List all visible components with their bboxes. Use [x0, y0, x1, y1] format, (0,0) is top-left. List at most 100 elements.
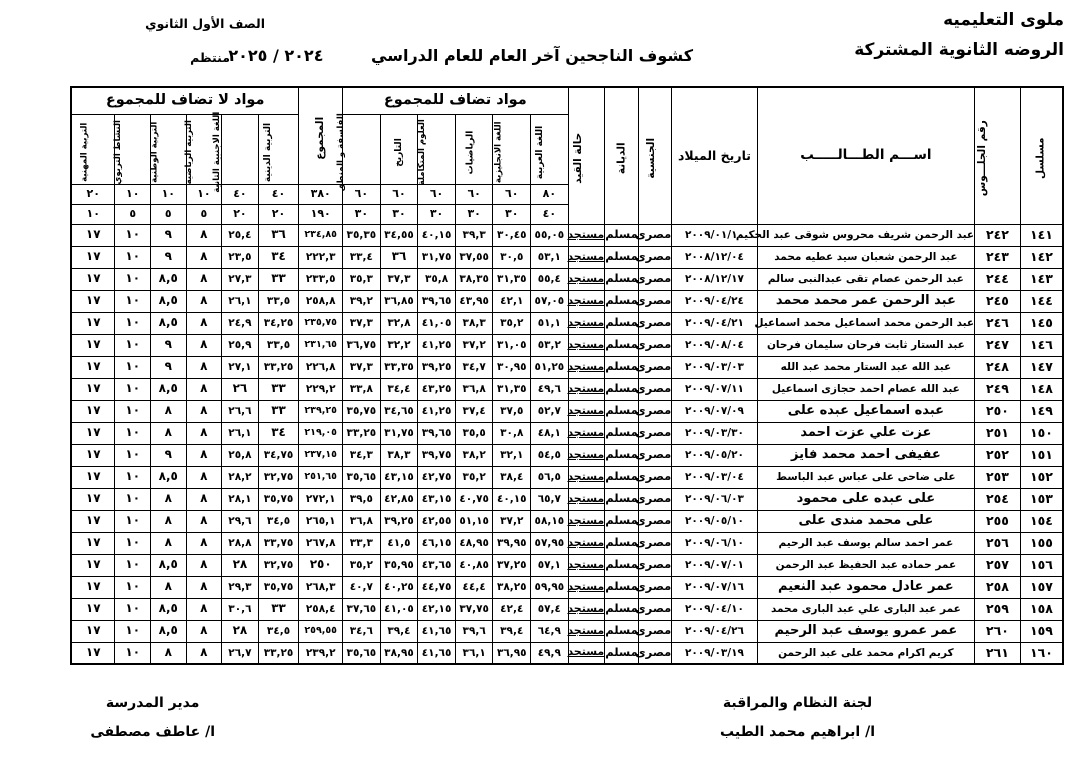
second-language-score: ٢٨,١: [221, 487, 259, 511]
religious-ed-score: ٣٣,٧٥: [257, 531, 300, 555]
student-row: ١٤١ ٢٤٢ عبد الرحمن شريف محروس شوقى عبد الح…: [70, 223, 1064, 247]
science-score: ٤١,٢٥: [417, 399, 456, 423]
nationality: مصرى: [635, 531, 673, 555]
arabic-score: ٥٧,٠٥: [530, 289, 569, 313]
math-score: ٣٧,٤: [454, 399, 494, 423]
total-score: ٢٢٢,٣: [298, 245, 344, 269]
math-score: ٣٧,٧٥: [454, 597, 494, 621]
total-score: ٢٦٨,٣: [298, 575, 344, 599]
student-row: ١٥٤ ٢٥٥ على محمد مندى على ٢٠٠٩/٠٥/١٠ مصرى مسل…: [70, 509, 1064, 533]
enrollment-status: مستجد: [567, 311, 606, 335]
religion: مسلم: [604, 597, 639, 621]
nationality: مصرى: [635, 443, 673, 467]
religion: مسلم: [604, 355, 639, 379]
birth-date: ٢٠٠٨/١٢/١٧: [671, 267, 758, 291]
serial: ١٤٥: [1019, 311, 1064, 335]
english-score: ٣٢,١: [492, 443, 532, 467]
vocational-ed-score: ١٧: [70, 245, 116, 269]
seat-number: ٢٥٥: [974, 509, 1021, 533]
religious-ed-score: ٣٤: [257, 245, 300, 269]
history-score: ٣٨,٣: [379, 443, 419, 467]
physical-ed-score: ٨: [185, 333, 223, 357]
arabic-half-mark: ٤٠: [530, 203, 569, 225]
enrollment-status: مستجد: [567, 421, 606, 445]
serial: ١٥٤: [1019, 509, 1064, 533]
philosophy-score: ٣٥,٢: [342, 553, 381, 577]
activity-score: ١٠: [114, 487, 151, 511]
column-header-birth-date: تاريخ الميلاد: [671, 86, 758, 225]
physical-ed-score: ٨: [185, 619, 223, 643]
arabic-score: ٦٤,٩: [530, 619, 569, 643]
sheet-title-line: كشوف الناجحين آخر العام للعام الدراسي ٢٠…: [228, 46, 693, 65]
serial: ١٤٣: [1019, 267, 1064, 291]
vocational-ed-score: ١٧: [70, 223, 116, 247]
grade-label: الصف الأول الثانوي: [145, 16, 265, 31]
math-score: ٣٧,٢: [454, 333, 494, 357]
student-row: ١٥٧ ٢٥٨ عمر عادل محمود عبد النعيم ٢٠٠٩/٠٧/١…: [70, 575, 1064, 599]
enrollment-status: مستجد: [567, 355, 606, 379]
national-ed-score: ٨,٥: [150, 619, 187, 643]
history-score: ٤٢,٨٥: [379, 487, 419, 511]
science-score: ٤٣,٢٥: [417, 377, 456, 401]
birth-date: ٢٠٠٩/٠٤/٢١: [671, 311, 758, 335]
math-score: ٤٣,٩٥: [454, 289, 494, 313]
math-score: ٣٧,٥٥: [454, 245, 494, 269]
religious-ed-full-mark: ٤٠: [257, 183, 300, 205]
activity-score: ١٠: [114, 289, 151, 313]
student-name: عبد الرحمن عمر محمد محمد: [756, 289, 976, 313]
seat-number: ٢٥١: [974, 421, 1021, 445]
religion: مسلم: [604, 377, 639, 401]
student-name: عمر حماده عبد الحفيظ عبد الرحمن: [756, 553, 976, 577]
philosophy-score: ٣٤,٦: [342, 619, 381, 643]
total-score: ٢٣٣,٥: [298, 267, 344, 291]
history-score: ٣٤,٥٥: [379, 223, 419, 247]
english-score: ٣٠,٨: [492, 421, 532, 445]
arabic-score: ٥٨,١٥: [530, 509, 569, 533]
second-language-score: ٢٥,٤: [221, 223, 259, 247]
serial: ١٥٩: [1019, 619, 1064, 643]
english-half-mark: ٣٠: [492, 203, 532, 225]
enrollment-status: مستجد: [567, 377, 606, 401]
birth-date: ٢٠٠٩/٠٥/٢٠: [671, 443, 758, 467]
nationality: مصرى: [635, 421, 673, 445]
religious-ed-score: ٣٤: [257, 421, 300, 445]
nationality: مصرى: [635, 465, 673, 489]
math-score: ٤٤,٤: [454, 575, 494, 599]
religious-ed-score: ٣٤,٧٥: [257, 443, 300, 467]
math-full-mark: ٦٠: [454, 183, 494, 205]
math-score: ٣٨,٣: [454, 311, 494, 335]
science-score: ٣٩,٢٥: [417, 355, 456, 379]
activity-score: ١٠: [114, 421, 151, 445]
history-score: ٣٥,٩٥: [379, 553, 419, 577]
philosophy-score: ٣٦,٨: [342, 509, 381, 533]
science-score: ٤٣,١٥: [417, 487, 456, 511]
total-score: ٢٣٩,٢: [298, 641, 344, 665]
philosophy-score: ٣٤,٣: [342, 443, 381, 467]
seat-number: ٢٤٤: [974, 267, 1021, 291]
national-ed-score: ٨,٥: [150, 465, 187, 489]
vocational-ed-score: ١٧: [70, 355, 116, 379]
total-score: ٢٣٤,٨٥: [298, 223, 344, 247]
serial: ١٥٨: [1019, 597, 1064, 621]
enrollment-status: مستجد: [567, 553, 606, 577]
principal-name: ا/ عاطف مصطفى: [90, 724, 215, 741]
nationality: مصرى: [635, 377, 673, 401]
second-language-score: ٢٨,٢: [221, 465, 259, 489]
activity-score: ١٠: [114, 531, 151, 555]
nationality: مصرى: [635, 509, 673, 533]
religious-ed-score: ٣٦: [257, 223, 300, 247]
column-header-nationality: الجنسية: [637, 86, 673, 225]
nationality: مصرى: [635, 619, 673, 643]
math-score: ٤٠,٧٥: [454, 487, 494, 511]
religious-ed-score: ٣٣: [257, 597, 300, 621]
activity-score: ١٠: [114, 333, 151, 357]
total-score: ٢٣١,٦٥: [298, 333, 344, 357]
enrollment-status: مستجد: [567, 509, 606, 533]
activity-score: ١٠: [114, 355, 151, 379]
physical-ed-score: ٨: [185, 487, 223, 511]
second-language-score: ٢٩,٦: [221, 509, 259, 533]
religion: مسلم: [604, 553, 639, 577]
second-language-score: ٢٦: [221, 377, 259, 401]
english-score: ٣٦,٩٥: [492, 641, 532, 665]
serial: ١٤٨: [1019, 377, 1064, 401]
